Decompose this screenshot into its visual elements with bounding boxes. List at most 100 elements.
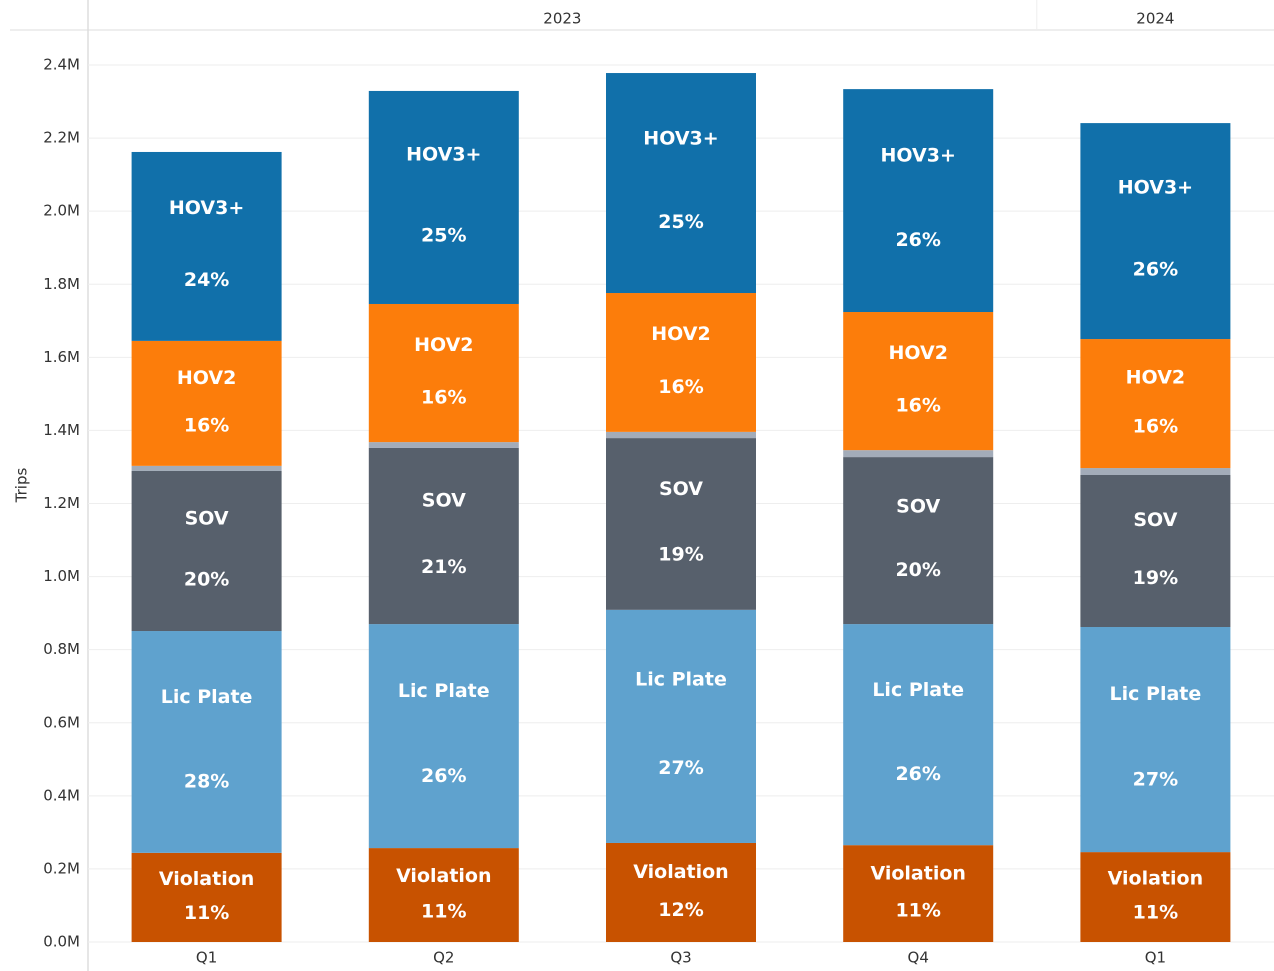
- year-label: 2024: [1136, 10, 1174, 28]
- y-tick-label: 1.4M: [43, 421, 80, 439]
- segment-share: 11%: [421, 900, 466, 922]
- segment-name: Lic Plate: [635, 668, 727, 690]
- segment-share: 21%: [421, 556, 466, 578]
- y-tick-label: 1.6M: [43, 348, 80, 366]
- bar-segment: [843, 457, 994, 625]
- segment-name: Lic Plate: [1110, 683, 1202, 705]
- segment-share: 11%: [895, 900, 940, 922]
- y-tick-label: 0.0M: [43, 933, 80, 951]
- bar-segment: [1080, 123, 1231, 340]
- x-tick-label: Q3: [670, 949, 691, 967]
- bar-segment: [368, 303, 519, 443]
- segment-share: 25%: [421, 224, 466, 246]
- bar-segment: [606, 842, 756, 942]
- segment-name: Lic Plate: [872, 679, 964, 701]
- segment-name: HOV2: [888, 342, 947, 364]
- segment-name: Lic Plate: [161, 686, 253, 708]
- bar-segment: [843, 624, 994, 846]
- bar-segment: [606, 73, 756, 294]
- segment-share: 27%: [658, 757, 703, 779]
- segment-share: 26%: [895, 763, 940, 785]
- x-tick-label: Q2: [433, 949, 454, 967]
- segment-name: Violation: [870, 863, 965, 885]
- y-tick-label: 2.0M: [43, 202, 80, 220]
- segment-name: HOV3+: [406, 143, 481, 165]
- segment-share: 26%: [895, 229, 940, 251]
- bar-segment: [131, 852, 282, 942]
- y-tick-label: 2.4M: [43, 56, 80, 74]
- year-label: 2023: [543, 10, 581, 28]
- segment-share: 12%: [658, 899, 703, 921]
- segment-name: SOV: [896, 496, 940, 518]
- x-tick-label: Q1: [1145, 949, 1166, 967]
- segment-share: 16%: [658, 376, 703, 398]
- segment-share: 11%: [184, 902, 229, 924]
- bar-segment: [606, 438, 756, 610]
- segment-share: 16%: [421, 386, 466, 408]
- segment-share: 16%: [184, 414, 229, 436]
- segment-name: Violation: [1108, 868, 1203, 890]
- y-tick-label: 1.8M: [43, 275, 80, 293]
- segment-share: 25%: [658, 211, 703, 233]
- segment-name: Violation: [159, 868, 254, 890]
- x-tick-label: Q4: [908, 949, 929, 967]
- bar-segment: [843, 845, 994, 942]
- bar-segment: [131, 340, 282, 466]
- segment-name: HOV2: [1126, 366, 1185, 388]
- y-tick-label: 1.0M: [43, 567, 80, 585]
- bar-segment: [1080, 852, 1231, 942]
- segment-name: SOV: [659, 478, 703, 500]
- segment-name: Violation: [633, 861, 728, 883]
- y-tick-label: 0.6M: [43, 713, 80, 731]
- y-tick-label: 1.2M: [43, 494, 80, 512]
- bar-segment: [843, 89, 994, 313]
- segment-share: 28%: [184, 770, 229, 792]
- segment-share: 20%: [184, 568, 229, 590]
- y-tick-label: 0.2M: [43, 859, 80, 877]
- y-axis-label: Trips: [13, 468, 31, 504]
- y-tick-label: 0.4M: [43, 786, 80, 804]
- segment-share: 11%: [1133, 902, 1178, 924]
- bar-segment: [131, 470, 282, 632]
- segment-name: HOV3+: [881, 144, 956, 166]
- y-tick-label: 2.2M: [43, 129, 80, 147]
- segment-share: 24%: [184, 269, 229, 291]
- bar-segment: [843, 450, 994, 458]
- bar-segment: [368, 624, 519, 849]
- segment-share: 19%: [1133, 567, 1178, 589]
- segment-share: 20%: [895, 559, 940, 581]
- bar-segment: [606, 431, 756, 439]
- y-tick-label: 0.8M: [43, 640, 80, 658]
- bar-segment: [606, 609, 756, 843]
- segment-name: HOV3+: [169, 197, 244, 219]
- segment-name: SOV: [1133, 509, 1177, 531]
- bar-segment: [1080, 474, 1231, 628]
- bar-segment: [606, 293, 756, 432]
- segment-name: Violation: [396, 865, 491, 887]
- segment-name: Lic Plate: [398, 680, 490, 702]
- bar-segment: [131, 465, 282, 471]
- segment-name: SOV: [422, 489, 466, 511]
- segment-share: 19%: [658, 543, 703, 565]
- bar-segment: [843, 312, 994, 451]
- segment-share: 16%: [1133, 415, 1178, 437]
- segment-share: 16%: [895, 394, 940, 416]
- segment-name: HOV3+: [1118, 176, 1193, 198]
- segment-share: 26%: [421, 765, 466, 787]
- segment-name: HOV3+: [643, 128, 718, 150]
- bar-segment: [368, 447, 519, 625]
- segment-name: HOV2: [651, 323, 710, 345]
- bar-segment: [368, 90, 519, 304]
- segment-name: HOV2: [414, 334, 473, 356]
- bar-segment: [1080, 627, 1231, 853]
- segment-share: 27%: [1133, 769, 1178, 791]
- bar-segment: [368, 442, 519, 448]
- bar-segment: [1080, 468, 1231, 475]
- segment-share: 26%: [1133, 258, 1178, 280]
- segment-name: SOV: [185, 507, 229, 529]
- bar-segment: [368, 848, 519, 942]
- segment-name: HOV2: [177, 367, 236, 389]
- bar-segment: [131, 151, 282, 341]
- bar-segment: [1080, 339, 1231, 469]
